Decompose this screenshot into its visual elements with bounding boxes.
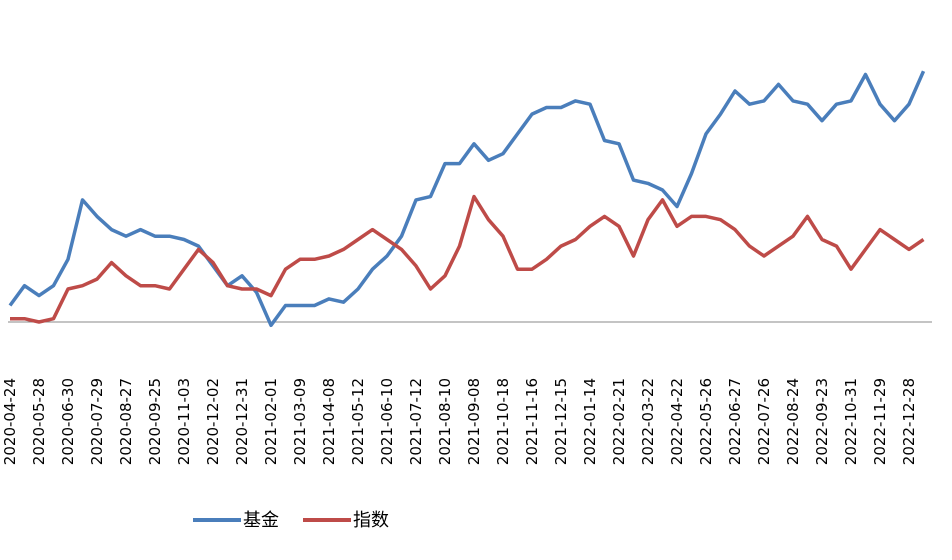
x-tick-label: 2022-06-27 xyxy=(726,378,744,465)
x-tick-label: 2020-11-03 xyxy=(175,378,193,465)
x-tick-label: 2020-08-27 xyxy=(117,378,135,465)
x-tick-label: 2021-12-15 xyxy=(552,378,570,465)
x-tick-label: 2021-05-12 xyxy=(349,378,367,465)
x-tick-label: 2021-10-18 xyxy=(494,378,512,465)
x-tick-label: 2022-05-26 xyxy=(697,378,715,465)
x-tick-label: 2021-06-10 xyxy=(378,378,396,465)
x-tick-label: 2022-09-23 xyxy=(813,378,831,465)
x-tick-label: 2020-12-02 xyxy=(204,378,222,465)
x-tick-label: 2022-07-26 xyxy=(755,378,773,465)
x-tick-label: 2021-08-10 xyxy=(436,378,454,465)
x-tick-label: 2020-04-24 xyxy=(1,378,19,465)
x-tick-label: 2022-12-28 xyxy=(900,378,918,465)
x-tick-label: 2022-02-21 xyxy=(610,378,628,465)
series-line xyxy=(8,70,926,328)
x-tick-label: 2022-01-14 xyxy=(581,378,599,465)
x-tick-label: 2020-07-29 xyxy=(88,378,106,465)
x-tick-label: 2021-02-01 xyxy=(262,378,280,465)
x-tick-label: 2021-11-16 xyxy=(523,378,541,465)
series-line xyxy=(10,194,925,324)
x-tick-label: 2020-12-31 xyxy=(233,378,251,465)
x-tick-label: 2021-07-12 xyxy=(407,378,425,465)
x-tick-label: 2021-09-08 xyxy=(465,378,483,465)
x-tick-label: 2020-05-28 xyxy=(30,378,48,465)
x-tick-label: 2022-04-22 xyxy=(668,378,686,465)
x-tick-label: 2022-11-29 xyxy=(871,378,889,465)
x-tick-label: 2021-04-08 xyxy=(320,378,338,465)
x-tick-label: 2020-09-25 xyxy=(146,378,164,465)
x-tick-label: 2022-08-24 xyxy=(784,378,802,465)
legend-label: 指数 xyxy=(353,510,389,531)
x-tick-label: 2021-03-09 xyxy=(291,378,309,465)
x-tick-label: 2022-10-31 xyxy=(842,378,860,465)
x-tick-label: 2022-03-22 xyxy=(639,378,657,465)
legend-label: 基金 xyxy=(243,510,279,531)
x-tick-label: 2020-06-30 xyxy=(59,378,77,465)
